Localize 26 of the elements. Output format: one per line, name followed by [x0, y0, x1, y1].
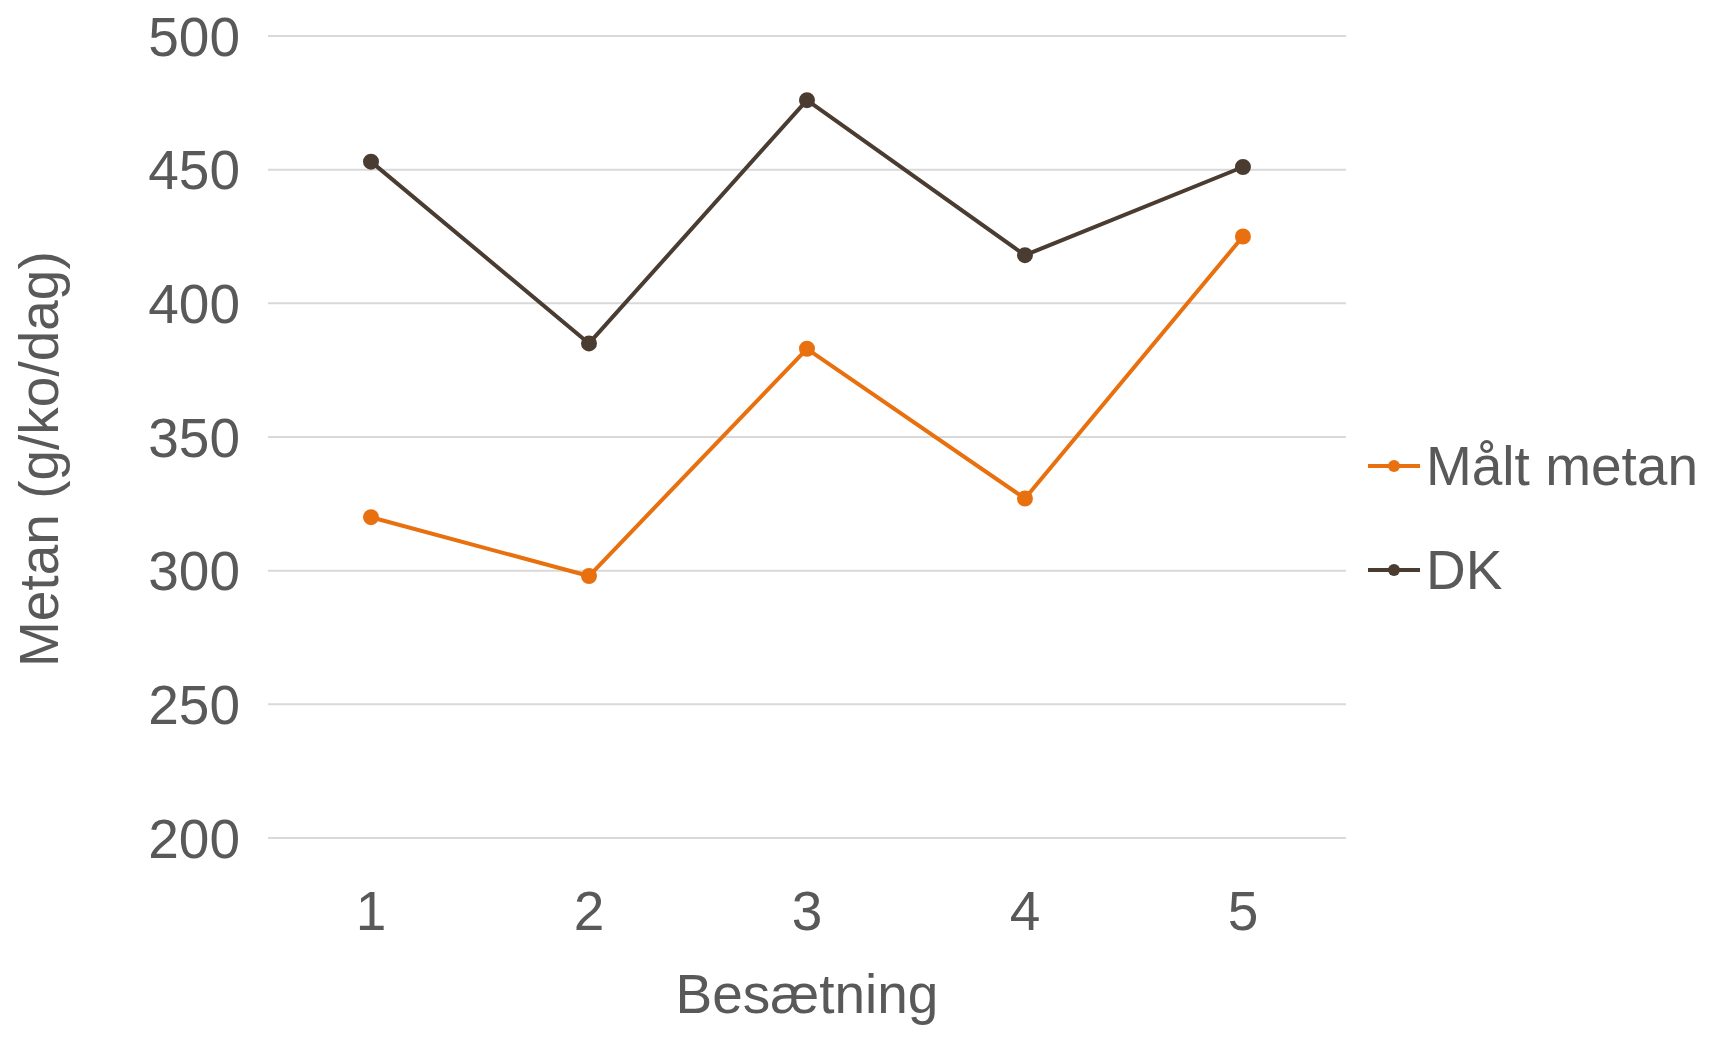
- point: [1234, 158, 1251, 175]
- point: [798, 340, 815, 357]
- x-tick-label: 3: [791, 880, 823, 943]
- x-tick-label: 2: [573, 880, 605, 943]
- x-tick-label: 5: [1227, 880, 1259, 943]
- y-tick-label: 400: [148, 272, 240, 335]
- y-tick-label: 500: [148, 5, 240, 68]
- legend-label: Målt metan: [1425, 434, 1698, 498]
- y-tick-label: 200: [148, 807, 240, 870]
- y-tick-label: 450: [148, 139, 240, 202]
- point: [580, 568, 597, 585]
- point: [580, 335, 597, 352]
- x-axis-title: Besætning: [675, 963, 939, 1025]
- point: [1234, 228, 1251, 245]
- point: [363, 509, 379, 526]
- y-tick-label: 250: [148, 673, 240, 736]
- y-axis-title: Metan (g/ko/dag): [7, 251, 70, 667]
- x-tick-label: 1: [355, 880, 387, 943]
- point: [1016, 490, 1033, 507]
- y-tick-label: 300: [148, 540, 240, 603]
- point: [1016, 247, 1033, 264]
- y-tick-label: 350: [148, 406, 240, 469]
- point: [363, 153, 379, 170]
- legend-label: DK: [1425, 538, 1503, 602]
- point: [798, 92, 815, 109]
- x-tick-label: 4: [1009, 880, 1041, 943]
